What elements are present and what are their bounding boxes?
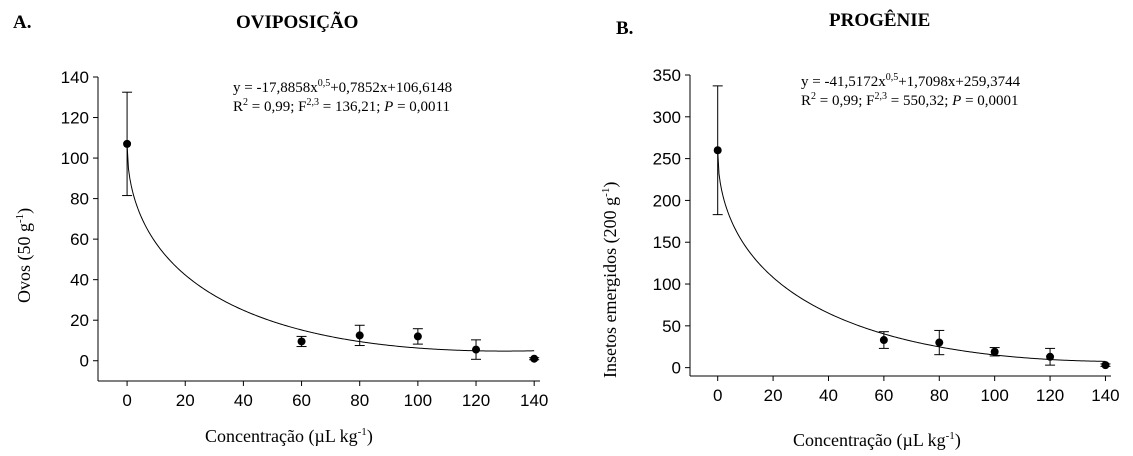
chart-plot-area: 0 50 100 150 200 250 300 350 0 20 40 60 80 100 120 140 (653, 66, 1120, 405)
panel-letter: A. (13, 12, 32, 33)
x-tick-label: 100 (404, 391, 432, 410)
f-df: 2,3 (306, 97, 320, 108)
x-tick-label: 0 (122, 391, 131, 410)
y-tick-label: 140 (61, 68, 89, 87)
y-tick-label: 200 (653, 191, 681, 210)
y-tick-label: 20 (70, 311, 89, 330)
equation-exponent: 0,5 (317, 78, 331, 89)
x-tick-label: 60 (292, 391, 311, 410)
r-squared-label: R (801, 93, 812, 109)
r-squared-exp: 2 (243, 97, 249, 108)
x-tick-label: 0 (713, 386, 722, 405)
y-tick-label: 100 (653, 275, 681, 294)
regression-equation: y = -17,8858x0,5+0,7852x+106,6148 R2 = 0… (233, 79, 452, 117)
x-tick-label: 100 (980, 386, 1008, 405)
p-label: P (952, 93, 962, 109)
y-tick-label: 120 (61, 109, 89, 128)
y-tick-label: 350 (653, 66, 681, 85)
x-tick-label: 80 (930, 386, 949, 405)
x-axis-label-tail: ) (366, 426, 373, 446)
y-axis-label-exp: -1 (600, 187, 612, 197)
data-point (297, 337, 306, 346)
y-tick-label: 150 (653, 233, 681, 252)
r-squared-value: = 0,99; F (248, 99, 307, 115)
x-axis-label-tail: ) (954, 430, 961, 450)
equation-text-tail: +1,7098x+259,3744 (898, 74, 1021, 90)
y-tick-label: 0 (672, 359, 681, 378)
f-value: = 136,21; (319, 99, 385, 115)
x-tick-label: 80 (350, 391, 369, 410)
data-point (472, 345, 481, 354)
data-point (530, 354, 539, 363)
y-axis-label-exp: -1 (14, 213, 26, 223)
equation-text: y = -41,5172x (801, 74, 886, 90)
y-tick-label: 0 (80, 352, 89, 371)
x-tick-label: 60 (874, 386, 893, 405)
data-point (123, 139, 132, 148)
r-squared-value: = 0,99; F (816, 93, 875, 109)
chart-title: OVIPOSIÇÃO (236, 12, 359, 33)
x-axis-label-text: Concentração (µL kg (793, 430, 946, 450)
panel-letter: B. (616, 18, 634, 39)
x-tick-label: 140 (1091, 386, 1119, 405)
x-tick-label: 120 (1036, 386, 1064, 405)
y-axis-label-tail: ) (14, 207, 34, 214)
r-squared-exp: 2 (811, 91, 817, 102)
x-tick-label: 40 (819, 386, 838, 405)
y-tick-label: 80 (70, 190, 89, 209)
data-point (879, 336, 888, 345)
x-axis-label-exp: -1 (357, 426, 367, 438)
y-axis-label: Ovos (50 g-1) (14, 208, 35, 303)
y-tick-label: 60 (70, 230, 89, 249)
data-point (1101, 361, 1110, 370)
x-axis-label-text: Concentração (µL kg (205, 426, 358, 446)
fitted-curve (717, 150, 1106, 362)
equation-text-tail: +0,7852x+106,6148 (330, 80, 453, 96)
r-squared-label: R (233, 99, 244, 115)
f-value: = 550,32; (887, 93, 953, 109)
y-axis-label-text: Insetos emergidos (200 g (600, 196, 620, 378)
p-value: = 0,0011 (393, 99, 450, 115)
regression-equation: y = -41,5172x0,5+1,7098x+259,3744 R2 = 0… (801, 73, 1020, 111)
y-tick-label: 300 (653, 108, 681, 127)
fitted-curve (126, 144, 535, 352)
f-df: 2,3 (874, 91, 888, 102)
p-value: = 0,0001 (961, 93, 1019, 109)
data-point (1046, 352, 1055, 361)
y-tick-label: 40 (70, 271, 89, 290)
y-tick-label: 100 (61, 149, 89, 168)
data-point (713, 146, 722, 155)
chart-panel-progenie: B. PROGÊNIE y = -41,5172x0,5+1,7098x+259… (566, 0, 1133, 456)
y-axis-label-tail: ) (600, 181, 620, 188)
y-axis-label-text: Ovos (50 g (14, 223, 34, 303)
x-axis-label: Concentração (µL kg-1) (793, 430, 961, 451)
data-point (355, 331, 364, 340)
chart-panel-oviposicao: A. OVIPOSIÇÃO y = -17,8858x0,5+0,7852x+1… (0, 0, 566, 456)
x-tick-label: 120 (462, 391, 490, 410)
equation-exponent: 0,5 (885, 72, 899, 83)
data-point (990, 347, 999, 356)
x-tick-label: 40 (234, 391, 253, 410)
data-point (413, 332, 422, 341)
y-tick-label: 250 (653, 150, 681, 169)
data-point (935, 338, 944, 347)
equation-text: y = -17,8858x (233, 80, 318, 96)
chart-title: PROGÊNIE (829, 10, 931, 31)
y-tick-label: 50 (662, 317, 681, 336)
x-tick-label: 20 (176, 391, 195, 410)
x-axis-label-exp: -1 (945, 430, 955, 442)
p-label: P (384, 99, 394, 115)
x-axis-label: Concentração (µL kg-1) (205, 426, 373, 447)
y-axis-label: Insetos emergidos (200 g-1) (600, 182, 621, 378)
x-tick-label: 20 (764, 386, 783, 405)
x-tick-label: 140 (520, 391, 548, 410)
chart-plot-area: 0 20 40 60 80 100 120 140 0 20 40 60 80 100 120 140 (61, 68, 549, 410)
